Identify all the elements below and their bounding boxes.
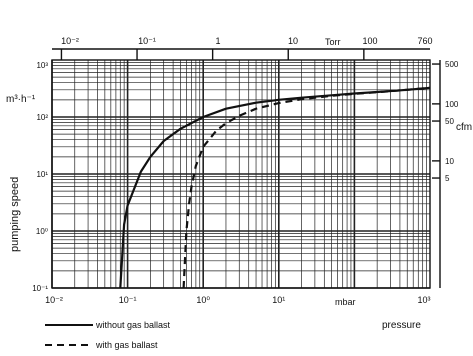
y-axis-label: pumping speed [9, 177, 21, 252]
x-top-tick-label: 100 [362, 36, 377, 46]
y2-tick-label: 10 [445, 157, 454, 166]
y-tick-label: 10⁻¹ [32, 284, 48, 293]
y2-unit-label: cfm [456, 122, 472, 133]
y-tick-label: 10¹ [36, 170, 48, 179]
y-tick-label: 10³ [36, 61, 48, 70]
series-line-with-gas-ballast [182, 86, 431, 289]
x-top-tick-label: 1 [215, 36, 220, 46]
y2-tick-label: 50 [445, 117, 454, 126]
x-axis-label: pressure [382, 320, 421, 331]
plot-frame [51, 59, 431, 289]
series-layer [119, 86, 431, 289]
y2-tick-label: 5 [445, 174, 450, 183]
legend: without gas ballast with gas ballast [45, 320, 171, 350]
x-tick-label: 10⁰ [196, 295, 210, 305]
x-tick-label: 10⁻² [45, 295, 63, 305]
legend-label-without-gas-ballast: without gas ballast [95, 320, 171, 330]
x-tick-label: 10³ [417, 295, 430, 305]
y2-tick-label: 500 [445, 60, 459, 69]
x-top-tick-label: 10⁻² [61, 36, 79, 46]
x-top-tick-label: 10 [288, 36, 298, 46]
ticks-layer: 10⁻² 10⁻¹ 1 10 100 760 10⁻² 10⁻¹ 10⁰ 10¹ 10³ 10⁻¹ 10… [32, 36, 459, 305]
x-tick-label: 10¹ [272, 295, 285, 305]
x-top-tick-label: 10⁻¹ [138, 36, 156, 46]
x-unit-label: mbar [335, 297, 356, 307]
grid [51, 60, 430, 289]
x-tick-label: 10⁻¹ [119, 295, 137, 305]
y-unit-label: m³·h⁻¹ [6, 94, 36, 105]
x-top-unit-label: Torr [325, 37, 341, 47]
y-tick-label: 10⁰ [36, 227, 48, 236]
y-tick-label: 10² [36, 113, 48, 122]
x-top-tick-label: 760 [417, 36, 432, 46]
y2-tick-label: 100 [445, 100, 459, 109]
legend-label-with-gas-ballast: with gas ballast [95, 340, 158, 350]
